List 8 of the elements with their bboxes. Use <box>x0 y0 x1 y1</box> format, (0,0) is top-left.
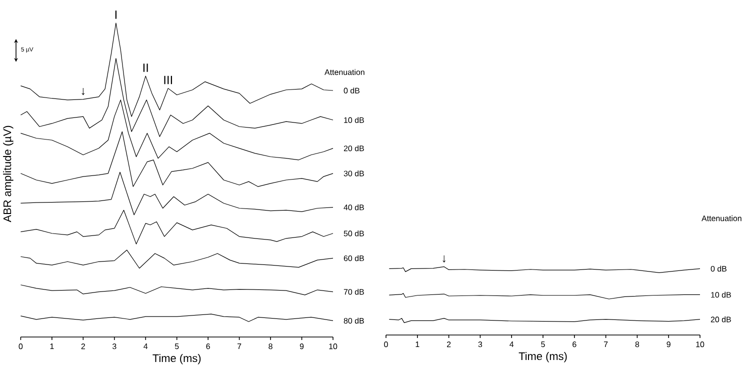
y-axis-title: ABR amplitude (µV) <box>3 126 14 222</box>
x-axis-title: Time (ms) <box>152 354 201 364</box>
annotation: I <box>115 10 117 19</box>
annotation: III <box>164 76 172 84</box>
x-axis-title: Time (ms) <box>518 352 567 362</box>
annotation: II <box>143 64 148 72</box>
annotation: ↓ <box>442 255 446 263</box>
annotation: ↓ <box>82 88 85 96</box>
